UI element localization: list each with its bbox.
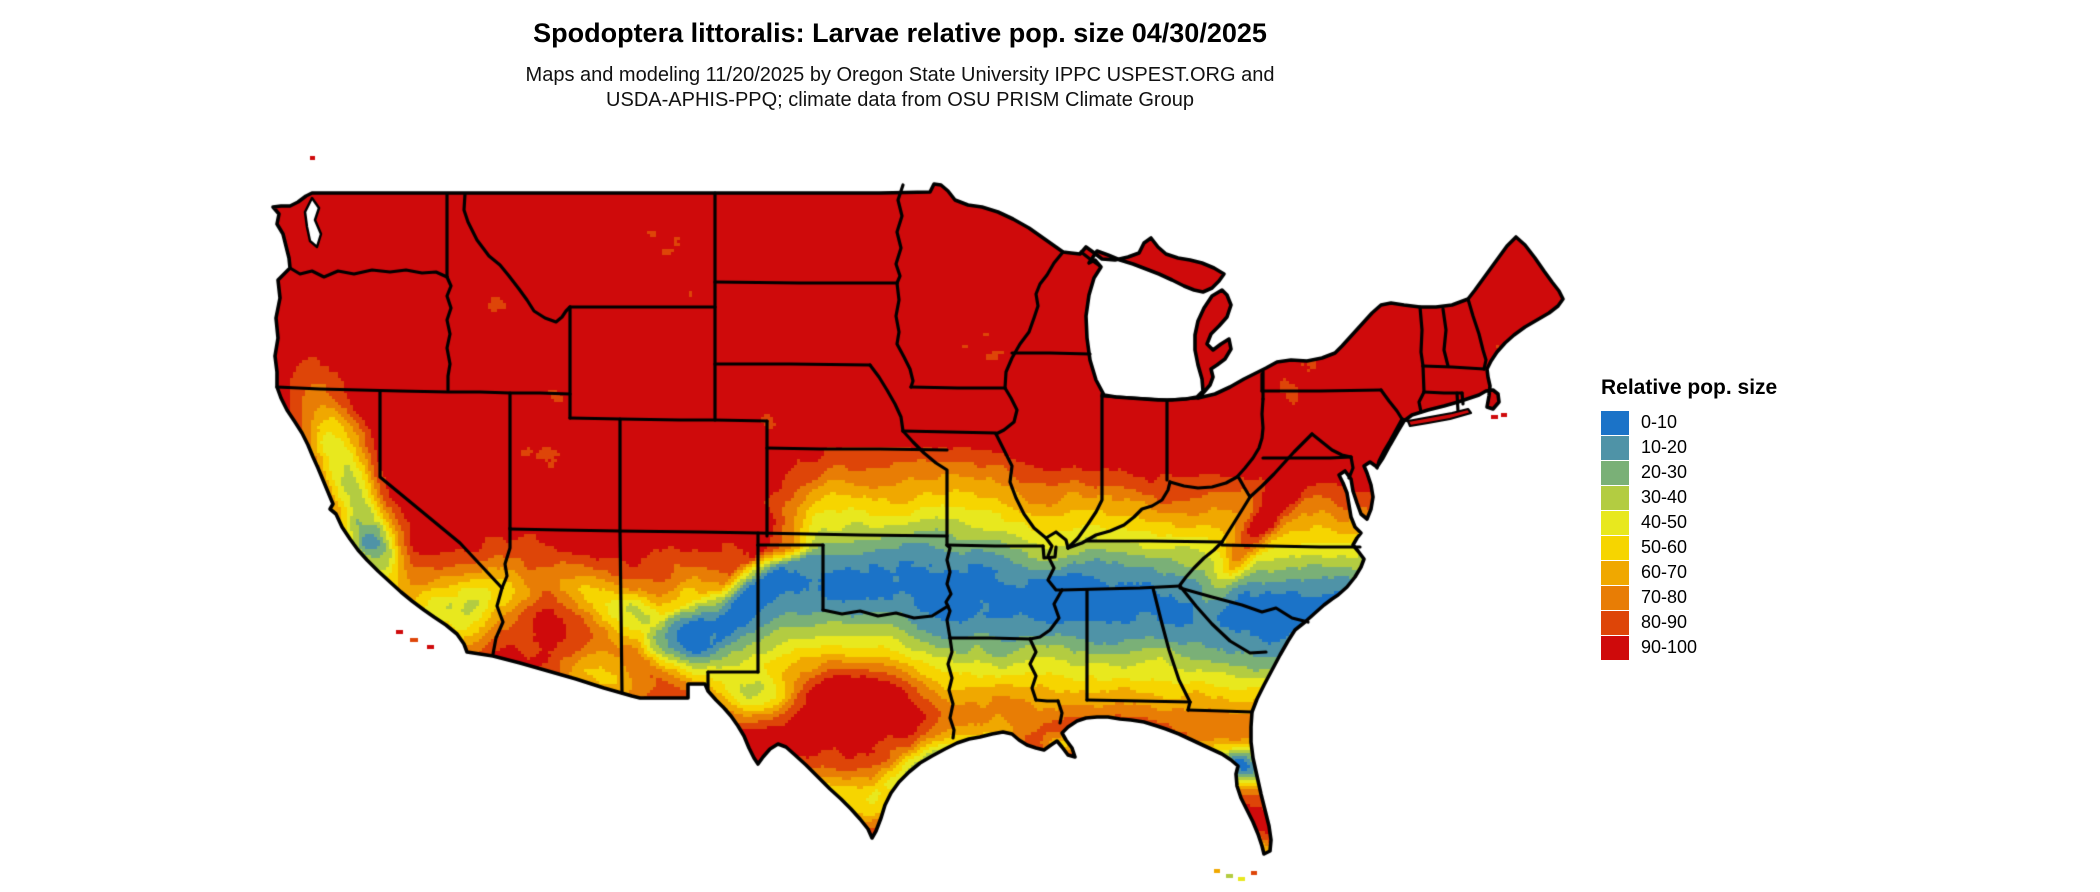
legend-swatch-70-80 [1601, 585, 1629, 610]
legend-rows: 0-10 10-20 20-30 30-40 40-50 50-60 60-70 70-80 8… [1601, 410, 1777, 660]
legend-row: 80-90 [1601, 610, 1777, 635]
legend-title: Relative pop. size [1601, 376, 1778, 399]
legend-swatch-50-60 [1601, 535, 1629, 560]
legend-swatch-80-90 [1601, 610, 1629, 635]
legend-row: 40-50 [1601, 510, 1777, 535]
legend-label: 70-80 [1641, 587, 1688, 607]
legend-label: 60-70 [1641, 562, 1688, 582]
legend-row: 60-70 [1601, 560, 1777, 585]
legend-label: 0-10 [1641, 412, 1678, 432]
legend-row: 30-40 [1601, 485, 1777, 510]
legend-row: 0-10 [1601, 410, 1777, 435]
legend-swatch-30-40 [1601, 485, 1629, 510]
legend-row: 70-80 [1601, 585, 1777, 610]
legend-row: 20-30 [1601, 460, 1777, 485]
legend-row: 50-60 [1601, 535, 1777, 560]
legend-swatch-90-100 [1601, 635, 1629, 660]
legend-label: 10-20 [1641, 437, 1688, 457]
legend-label: 50-60 [1641, 537, 1688, 557]
legend-swatch-10-20 [1601, 435, 1629, 460]
legend-label: 40-50 [1641, 512, 1688, 532]
legend-label: 30-40 [1641, 487, 1688, 507]
legend-label: 80-90 [1641, 612, 1688, 632]
legend-label: 90-100 [1641, 637, 1698, 657]
legend-row: 90-100 [1601, 635, 1777, 660]
legend-swatch-20-30 [1601, 460, 1629, 485]
legend-row: 10-20 [1601, 435, 1777, 460]
legend-swatch-0-10 [1601, 410, 1629, 435]
legend-label: 20-30 [1641, 462, 1688, 482]
legend-swatch-40-50 [1601, 510, 1629, 535]
map-legend: Relative pop. size 0-10 10-20 20-30 30-40 40… [1601, 376, 1777, 660]
legend-swatch-60-70 [1601, 560, 1629, 585]
